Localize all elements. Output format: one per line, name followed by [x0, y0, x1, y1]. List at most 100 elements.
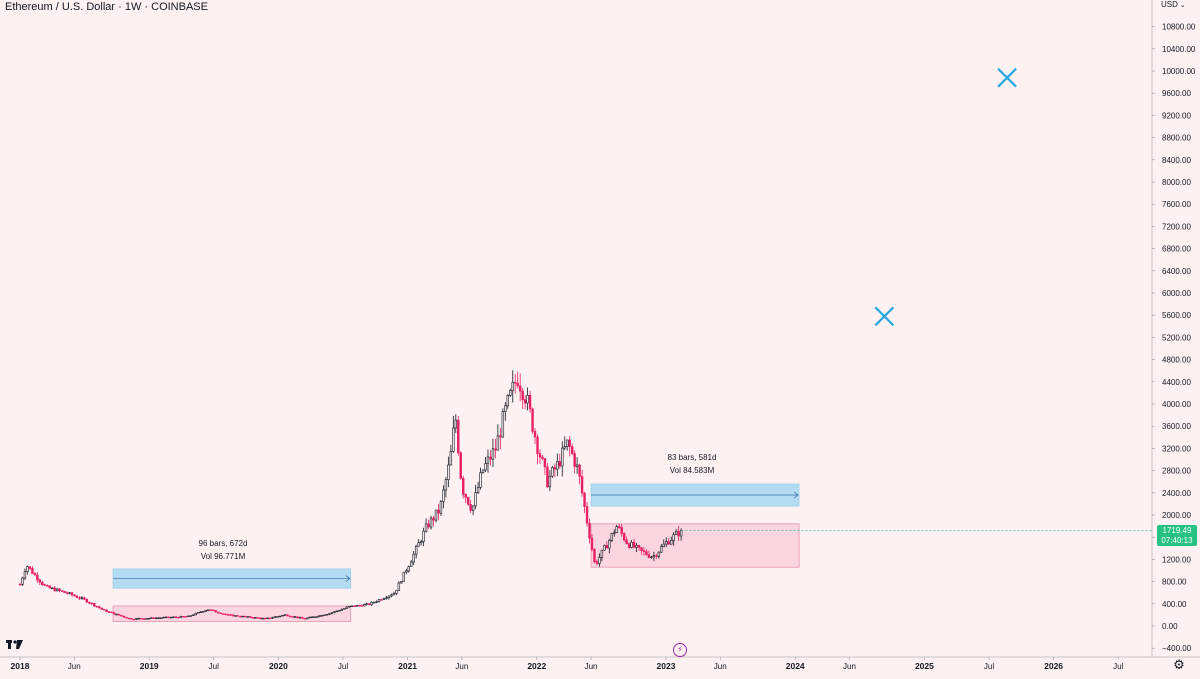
candle-body [358, 605, 361, 607]
candle-body [353, 605, 356, 607]
candle-body [313, 616, 316, 618]
candle-body [350, 605, 353, 607]
time-tick-label: 2019 [140, 661, 159, 671]
candle-body [640, 547, 643, 551]
time-tick-label: 2020 [269, 661, 288, 671]
candle-body [21, 577, 24, 585]
last-price-tag: 1719.49 07:40:13 [1157, 525, 1197, 546]
candle-body [442, 489, 445, 502]
candle-body [301, 617, 304, 619]
candle-body [192, 614, 195, 616]
candle-body [85, 598, 89, 603]
candle-body [575, 464, 579, 467]
candle-body [372, 601, 376, 604]
price-tick-label: 9600.00 [1162, 89, 1191, 98]
candle-body [570, 446, 574, 454]
candle-body [355, 605, 358, 607]
title-separator: · [141, 1, 152, 13]
candle-body [338, 610, 341, 612]
currency-label: USD [1161, 0, 1178, 9]
time-tick-label: Jun [68, 662, 81, 671]
candle-body [501, 411, 505, 438]
gear-icon[interactable]: ⚙ [1173, 657, 1185, 672]
price-tick-label: 1200.00 [1162, 555, 1191, 564]
candle-body [449, 451, 453, 466]
candle-body [98, 606, 101, 609]
candle-body [256, 617, 259, 619]
lightning-icon[interactable]: ⚡ [673, 643, 687, 657]
candle-body [558, 461, 561, 467]
price-tick-label: 7600.00 [1162, 200, 1191, 209]
measure-volume-label: Vol 84.583M [669, 466, 715, 475]
candle-body [471, 505, 475, 511]
candle-body [588, 522, 591, 539]
candle-body [152, 617, 155, 619]
candle-body [147, 618, 150, 620]
candle-body [41, 581, 44, 585]
quote-currency: U.S. Dollar [61, 1, 116, 13]
tradingview-logo-icon[interactable] [6, 639, 24, 651]
candle-body [637, 545, 641, 548]
candle-body [660, 546, 663, 553]
time-tick-label: Jun [714, 662, 727, 671]
time-tick-label: Jun [843, 662, 856, 671]
candle-body [444, 479, 448, 491]
price-tick-label: 0.00 [1162, 622, 1178, 631]
candle-body [83, 597, 86, 600]
price-tick-label: 6800.00 [1162, 245, 1191, 254]
candle-body [23, 571, 27, 579]
candle-body [625, 539, 628, 544]
candle-body [360, 605, 363, 607]
candle-body [375, 601, 378, 603]
candle-body [466, 497, 470, 505]
candle-body [600, 549, 604, 558]
symbol-title[interactable]: Ethereum / U.S. Dollar · 1W · COINBASE [5, 1, 208, 13]
candle-body [390, 594, 393, 597]
cross-marker-icon [874, 306, 895, 327]
candle-body [598, 557, 601, 564]
candle-body [159, 617, 163, 619]
candle-body [73, 594, 76, 597]
candle-body [340, 608, 344, 611]
measure-arrow-head [793, 491, 799, 499]
candle-body [110, 611, 113, 614]
candle-body [231, 614, 235, 617]
candle-body [127, 617, 131, 620]
candle-body [169, 616, 173, 619]
candle-body [310, 616, 314, 618]
title-separator: · [115, 1, 125, 13]
candle-body [345, 606, 349, 609]
chevron-down-icon: ⌄ [1179, 1, 1186, 9]
candle-body [439, 501, 443, 514]
candle-body [523, 399, 527, 404]
candle-body [214, 610, 217, 613]
candle-body [125, 616, 128, 619]
candle-body [630, 541, 633, 548]
candle-body [135, 618, 138, 620]
measure-arrow-head [345, 575, 351, 582]
candle-body [491, 448, 495, 460]
candle-body [90, 602, 94, 605]
candle-body [382, 598, 386, 600]
candle-body [172, 616, 175, 619]
measure-bars-label: 83 bars, 581d [667, 453, 717, 462]
candle-body [266, 617, 269, 620]
candle-body [162, 616, 165, 619]
candle-body [251, 617, 254, 619]
candle-body [241, 615, 245, 618]
candle-body [53, 587, 56, 592]
candle-body [226, 614, 230, 616]
candle-body [645, 551, 648, 556]
candle-body [18, 584, 22, 586]
candle-body [189, 615, 193, 617]
candle-body [330, 612, 334, 614]
candle-body [543, 458, 547, 468]
candle-body [263, 617, 267, 620]
candle-body [365, 603, 368, 605]
candle-body [93, 603, 96, 607]
currency-selector[interactable]: USD ⌄ [1161, 0, 1186, 9]
candle-body [429, 517, 433, 528]
candle-body [469, 504, 472, 511]
